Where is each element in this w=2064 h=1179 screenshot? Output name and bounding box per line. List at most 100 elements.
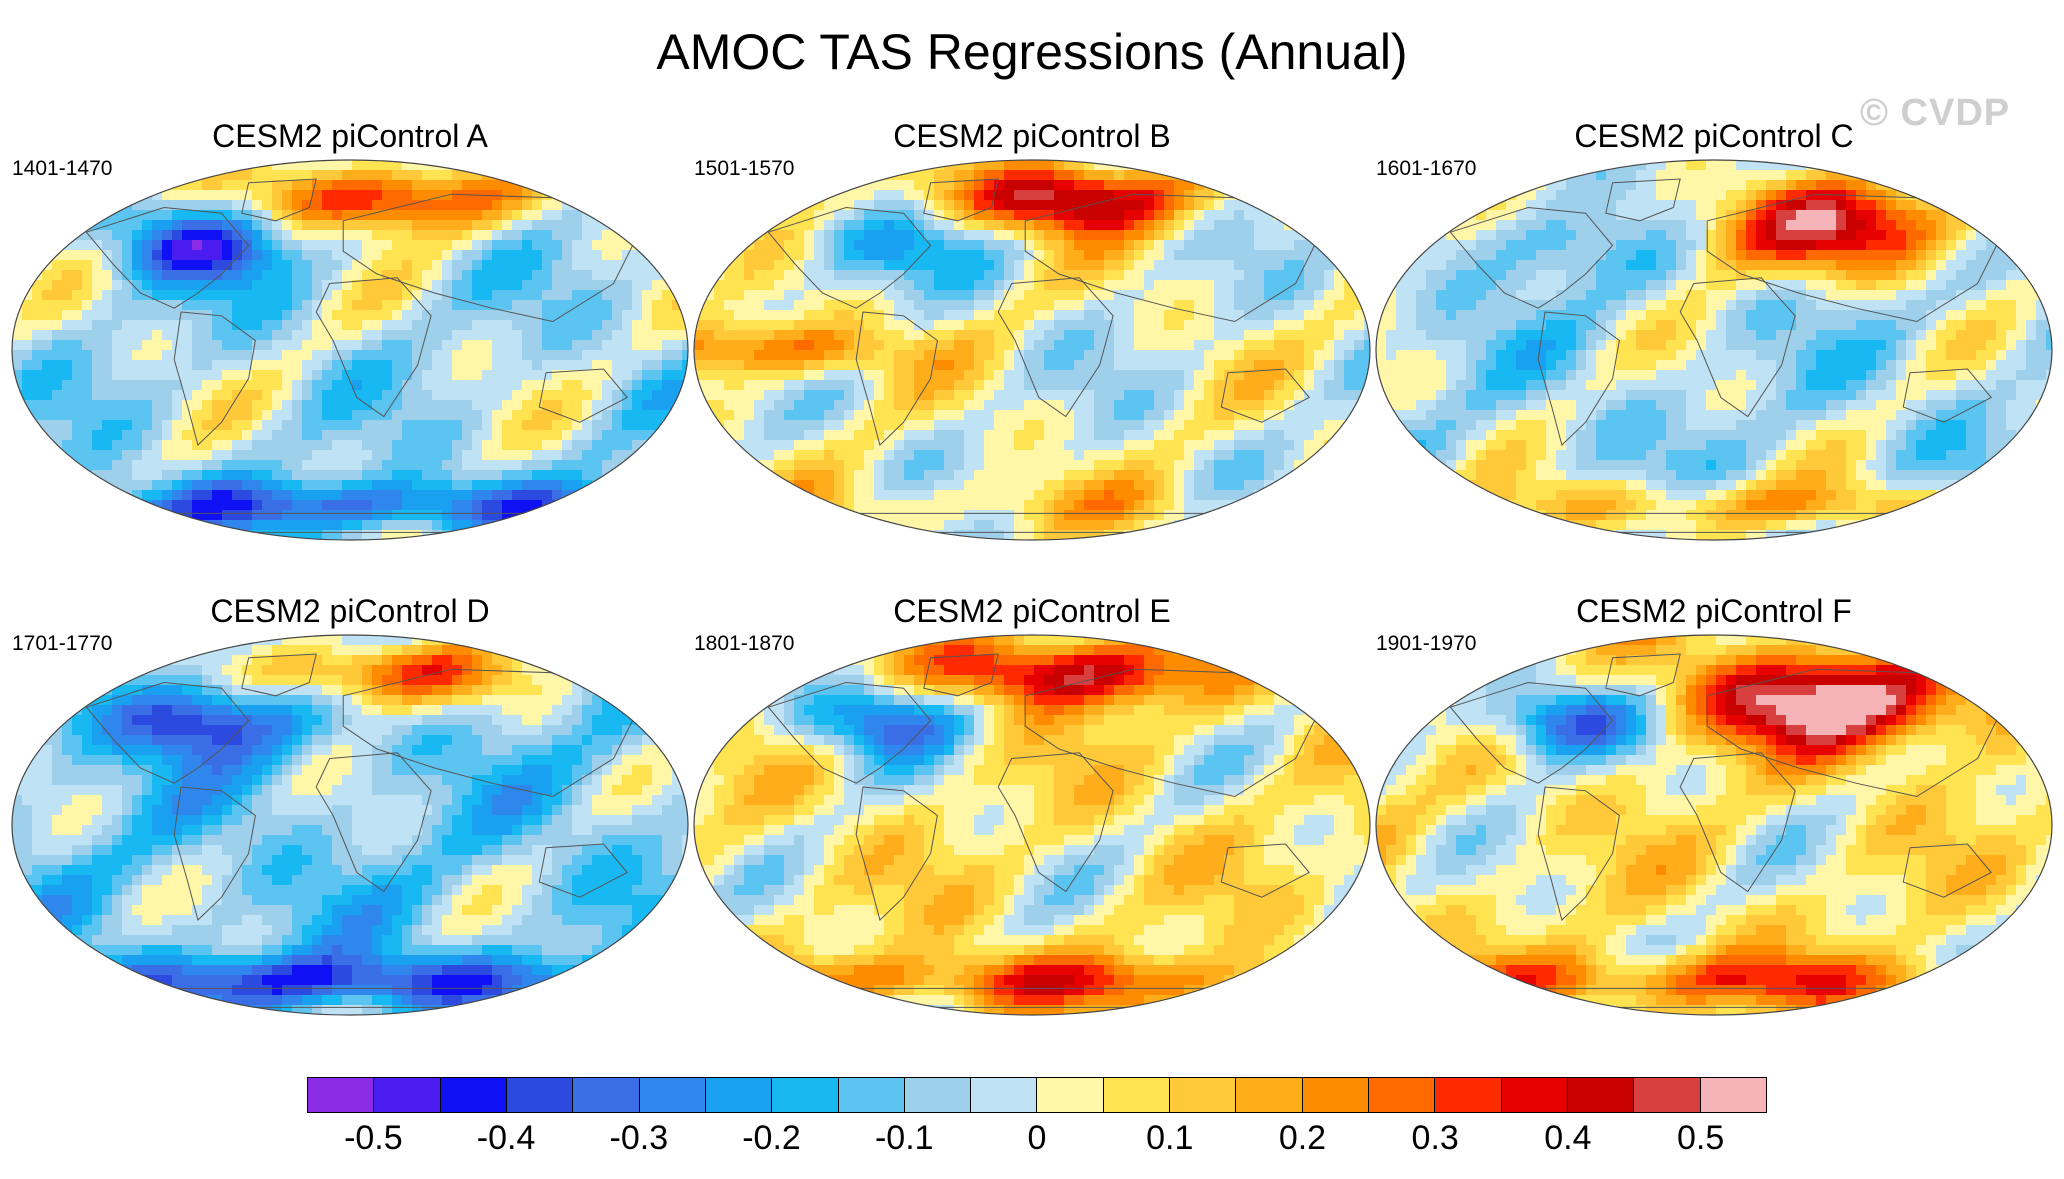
tas-cell [272, 410, 283, 421]
tas-cell [522, 200, 533, 211]
tas-cell [694, 260, 705, 271]
tas-cell [362, 390, 373, 401]
tas-cell [854, 420, 865, 431]
tas-cell [582, 200, 593, 211]
tas-cell [432, 400, 443, 411]
tas-cell [1194, 400, 1205, 411]
tas-cell [1024, 220, 1035, 231]
tas-cell [884, 190, 895, 201]
tas-cell [1334, 490, 1345, 501]
tas-cell [954, 260, 965, 271]
tas-cell [1204, 450, 1215, 461]
tas-cell [1034, 370, 1045, 381]
tas-cell [122, 350, 133, 361]
tas-cell [152, 320, 163, 331]
tas-cell [854, 170, 865, 181]
tas-cell [562, 310, 573, 321]
tas-cell [612, 430, 623, 441]
tas-cell [112, 370, 123, 381]
tas-cell [1184, 430, 1195, 441]
tas-cell [132, 400, 143, 411]
tas-cell [1234, 230, 1245, 241]
tas-cell [1304, 270, 1315, 281]
tas-cell [462, 220, 473, 231]
tas-cell [142, 260, 153, 271]
tas-cell [1004, 430, 1015, 441]
tas-cell [152, 240, 163, 251]
tas-cell [282, 490, 293, 501]
tas-cell [172, 410, 183, 421]
tas-cell [1174, 220, 1185, 231]
tas-cell [1294, 210, 1305, 221]
tas-cell [52, 310, 63, 321]
tas-cell [1314, 320, 1325, 331]
tas-cell [482, 220, 493, 231]
tas-cell [312, 200, 323, 211]
tas-cell [272, 280, 283, 291]
tas-cell [232, 510, 243, 521]
tas-cell [312, 520, 323, 531]
tas-cell [1014, 350, 1025, 361]
tas-cell [1104, 300, 1115, 311]
tas-cell [1314, 490, 1325, 501]
tas-cell [652, 380, 663, 391]
tas-cell [694, 410, 705, 421]
tas-cell [512, 230, 523, 241]
tas-cell [592, 530, 603, 540]
tas-cell [994, 210, 1005, 221]
tas-cell [724, 240, 735, 251]
tas-cell [442, 430, 453, 441]
tas-cell [1334, 450, 1345, 461]
tas-cell [562, 300, 573, 311]
tas-cell [1094, 270, 1105, 281]
tas-cell [212, 190, 223, 201]
tas-cell [222, 350, 233, 361]
tas-cell [412, 480, 423, 491]
tas-cell [804, 420, 815, 431]
tas-cell [22, 300, 33, 311]
tas-cell [172, 170, 183, 181]
tas-cell [924, 300, 935, 311]
tas-cell [1314, 210, 1325, 221]
tas-cell [1074, 380, 1085, 391]
tas-cell [924, 470, 935, 481]
tas-cell [1104, 350, 1115, 361]
tas-cell [1214, 170, 1225, 181]
tas-cell [552, 260, 563, 271]
tas-cell [884, 490, 895, 501]
tas-cell [1004, 390, 1015, 401]
tas-cell [864, 180, 875, 191]
tas-cell [714, 380, 725, 391]
tas-cell [572, 280, 583, 291]
tas-cell [1064, 420, 1075, 431]
tas-cell [182, 460, 193, 471]
tas-cell [412, 340, 423, 351]
tas-cell [362, 220, 373, 231]
tas-cell [864, 490, 875, 501]
tas-cell [642, 420, 653, 431]
tas-cell [632, 350, 643, 361]
tas-cell [652, 240, 663, 251]
tas-cell [362, 500, 373, 511]
tas-cell [764, 370, 775, 381]
tas-cell [142, 430, 153, 441]
tas-cell [262, 500, 273, 511]
tas-cell [1294, 180, 1305, 191]
tas-cell [934, 470, 945, 481]
tas-cell [52, 230, 63, 241]
tas-cell [572, 210, 583, 221]
tas-cell [192, 470, 203, 481]
tas-cell [954, 390, 965, 401]
tas-cell [422, 390, 433, 401]
tas-cell [974, 380, 985, 391]
tas-cell [372, 510, 383, 521]
tas-cell [662, 490, 673, 501]
tas-cell [1174, 480, 1185, 491]
tas-cell [622, 280, 633, 291]
tas-cell [542, 280, 553, 291]
tas-cell [372, 530, 383, 540]
tas-cell [402, 520, 413, 531]
tas-cell [1084, 450, 1095, 461]
tas-cell [652, 220, 663, 231]
tas-cell [622, 370, 633, 381]
